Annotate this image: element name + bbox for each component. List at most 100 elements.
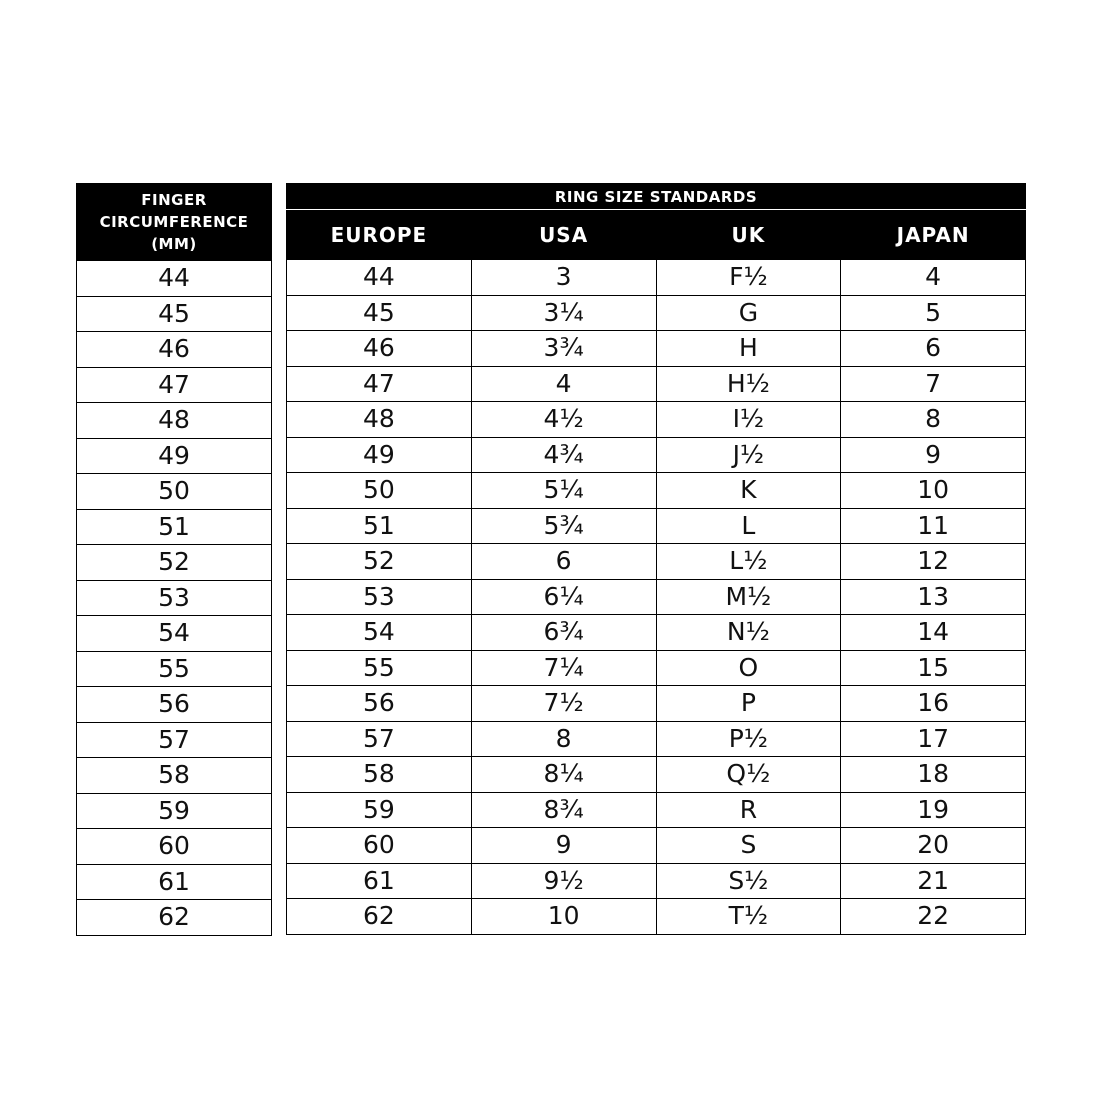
table-row: 45	[76, 295, 272, 332]
europe-cell: 59	[286, 791, 472, 828]
usa-cell: 6¾	[470, 614, 657, 651]
table-row: 61	[76, 863, 272, 900]
uk-cell: J½	[655, 436, 842, 473]
usa-cell: 7½	[470, 685, 657, 722]
uk-cell: R	[655, 791, 842, 828]
japan-cell: 9	[840, 436, 1026, 473]
japan-cell: 17	[840, 720, 1026, 757]
usa-cell: 8¼	[470, 756, 657, 793]
table-row: 50 5¼ K 10	[286, 472, 1026, 509]
table-row: 44	[76, 260, 272, 297]
table-row: 59 8¾ R 19	[286, 791, 1026, 828]
table-row: 51	[76, 508, 272, 545]
table-row: 56	[76, 686, 272, 723]
europe-cell: 46	[286, 330, 472, 367]
uk-cell: H½	[655, 365, 842, 402]
europe-cell: 52	[286, 543, 472, 580]
circumference-cell: 45	[76, 295, 272, 332]
japan-cell: 22	[840, 898, 1026, 935]
japan-cell: 10	[840, 472, 1026, 509]
japan-cell: 13	[840, 578, 1026, 615]
circumference-cell: 59	[76, 792, 272, 829]
circumference-cell: 47	[76, 366, 272, 403]
japan-cell: 11	[840, 507, 1026, 544]
column-header-europe: EUROPE	[286, 209, 472, 260]
table-row: 56 7½ P 16	[286, 685, 1026, 722]
usa-cell: 9½	[470, 862, 657, 899]
europe-cell: 58	[286, 756, 472, 793]
table-row: 47	[76, 366, 272, 403]
japan-cell: 8	[840, 401, 1026, 438]
table-row: 62 10 T½ 22	[286, 898, 1026, 935]
circumference-cell: 55	[76, 650, 272, 687]
europe-cell: 56	[286, 685, 472, 722]
europe-cell: 53	[286, 578, 472, 615]
table-row: 60	[76, 828, 272, 865]
usa-cell: 6¼	[470, 578, 657, 615]
circumference-cell: 50	[76, 473, 272, 510]
uk-cell: S	[655, 827, 842, 864]
circumference-cell: 54	[76, 615, 272, 652]
japan-cell: 5	[840, 294, 1026, 331]
circumference-cell: 56	[76, 686, 272, 723]
japan-cell: 21	[840, 862, 1026, 899]
japan-cell: 12	[840, 543, 1026, 580]
uk-cell: P	[655, 685, 842, 722]
table-row: 57 8 P½ 17	[286, 720, 1026, 757]
uk-cell: H	[655, 330, 842, 367]
table-row: 53	[76, 579, 272, 616]
table-row: 44 3 F½ 4	[286, 259, 1026, 296]
europe-cell: 62	[286, 898, 472, 935]
uk-cell: M½	[655, 578, 842, 615]
circumference-cell: 48	[76, 402, 272, 439]
finger-circumference-table: FINGER CIRCUMFERENCE (MM) 44 45 46 47 48 49 50…	[76, 183, 272, 936]
japan-cell: 19	[840, 791, 1026, 828]
usa-cell: 6	[470, 543, 657, 580]
japan-cell: 18	[840, 756, 1026, 793]
circumference-cell: 44	[76, 260, 272, 297]
europe-cell: 51	[286, 507, 472, 544]
uk-cell: Q½	[655, 756, 842, 793]
europe-cell: 60	[286, 827, 472, 864]
table-row: 61 9½ S½ 21	[286, 862, 1026, 899]
uk-cell: N½	[655, 614, 842, 651]
usa-cell: 8¾	[470, 791, 657, 828]
table-row: 48 4½ I½ 8	[286, 401, 1026, 438]
usa-cell: 3¼	[470, 294, 657, 331]
table-row: 50	[76, 473, 272, 510]
japan-cell: 20	[840, 827, 1026, 864]
uk-cell: G	[655, 294, 842, 331]
japan-cell: 7	[840, 365, 1026, 402]
usa-cell: 8	[470, 720, 657, 757]
table-row: 53 6¼ M½ 13	[286, 578, 1026, 615]
europe-cell: 54	[286, 614, 472, 651]
circumference-cell: 57	[76, 721, 272, 758]
usa-cell: 5¾	[470, 507, 657, 544]
japan-cell: 14	[840, 614, 1026, 651]
circumference-cell: 58	[76, 757, 272, 794]
column-header-usa: USA	[470, 209, 657, 260]
usa-cell: 4¾	[470, 436, 657, 473]
japan-cell: 4	[840, 259, 1026, 296]
table-row: 58	[76, 757, 272, 794]
table-row: 46 3¾ H 6	[286, 330, 1026, 367]
table-row: 54	[76, 615, 272, 652]
circumference-cell: 61	[76, 863, 272, 900]
table-row: 60 9 S 20	[286, 827, 1026, 864]
japan-cell: 16	[840, 685, 1026, 722]
table-row: 45 3¼ G 5	[286, 294, 1026, 331]
usa-cell: 10	[470, 898, 657, 935]
circumference-cell: 52	[76, 544, 272, 581]
circumference-cell: 46	[76, 331, 272, 368]
europe-cell: 48	[286, 401, 472, 438]
uk-cell: P½	[655, 720, 842, 757]
uk-cell: K	[655, 472, 842, 509]
table-row: 51 5¾ L 11	[286, 507, 1026, 544]
japan-cell: 6	[840, 330, 1026, 367]
uk-cell: O	[655, 649, 842, 686]
table-row: 57	[76, 721, 272, 758]
table-row: 58 8¼ Q½ 18	[286, 756, 1026, 793]
uk-cell: S½	[655, 862, 842, 899]
ring-size-standards-table: RING SIZE STANDARDS EUROPE USA UK JAPAN …	[286, 183, 1026, 935]
europe-cell: 47	[286, 365, 472, 402]
